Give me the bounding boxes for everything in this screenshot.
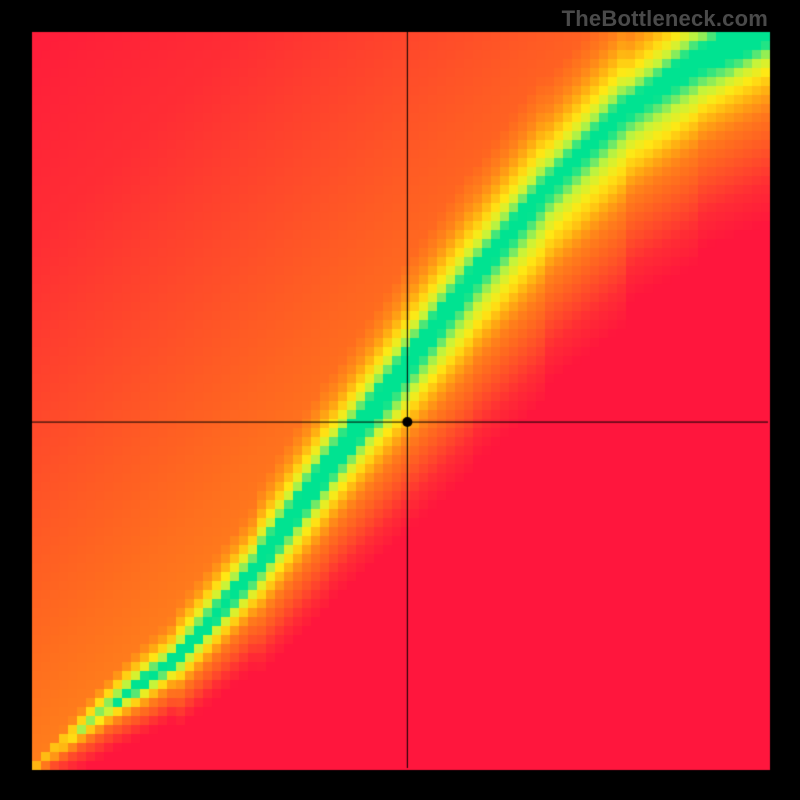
heatmap-canvas [0,0,800,800]
watermark-text: TheBottleneck.com [562,6,768,32]
heatmap-stage: { "branding": { "watermark_text": "TheBo… [0,0,800,800]
heatmap-canvas-wrap [0,0,800,800]
